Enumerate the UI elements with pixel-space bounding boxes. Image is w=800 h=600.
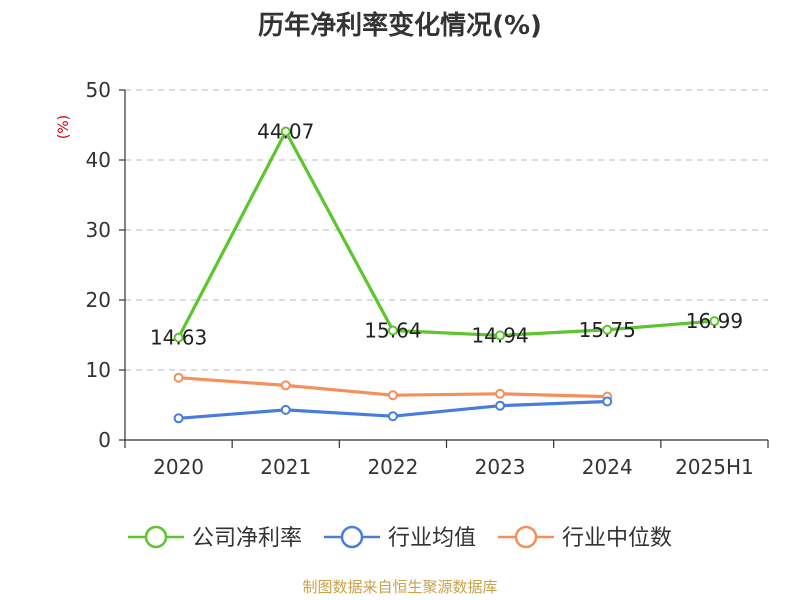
- series-line: [176, 129, 717, 340]
- legend: 公司净利率 行业均值 行业中位数: [128, 525, 672, 551]
- y-axis-label: (%): [56, 115, 72, 139]
- data-point: [280, 126, 291, 137]
- x-tick-label: 2024: [582, 455, 633, 479]
- legend-label: 公司净利率: [192, 526, 302, 551]
- data-label: 16.99: [686, 309, 743, 333]
- data-label: 15.75: [579, 318, 636, 342]
- y-tick-label: 40: [86, 148, 111, 172]
- x-tick-label: 2021: [260, 455, 311, 479]
- legend-label: 行业均值: [388, 526, 476, 551]
- legend-swatch-marker: [514, 525, 538, 549]
- source-note: 制图数据来自恒生聚源数据库: [302, 578, 497, 596]
- data-point: [387, 411, 398, 422]
- y-tick-label: 0: [98, 428, 111, 452]
- data-point: [173, 413, 184, 424]
- data-label: 44.07: [257, 120, 314, 144]
- x-tick-label: 2020: [153, 455, 204, 479]
- axes: 0 10 20 30 40 50 2020 2021 2022 2023 2024 2025H1: [86, 78, 769, 479]
- data-point: [602, 396, 613, 407]
- data-point: [387, 325, 398, 336]
- data-point: [495, 330, 506, 341]
- data-point: [280, 380, 291, 391]
- data-point: [709, 316, 720, 327]
- chart-title: 历年净利率变化情况(%): [258, 10, 542, 41]
- data-label: 15.64: [364, 319, 421, 343]
- data-label: 14.63: [150, 326, 207, 350]
- data-point: [387, 390, 398, 401]
- legend-swatch-marker: [340, 525, 364, 549]
- legend-swatch-marker: [144, 525, 168, 549]
- y-tick-label: 20: [86, 288, 111, 312]
- data-point: [173, 372, 184, 383]
- x-tick-label: 2025H1: [675, 455, 754, 479]
- x-tick-label: 2022: [367, 455, 418, 479]
- data-point: [602, 324, 613, 335]
- series: [173, 126, 720, 424]
- x-tick-label: 2023: [475, 455, 526, 479]
- grid: [125, 89, 768, 371]
- data-point: [495, 388, 506, 399]
- y-tick-label: 30: [86, 218, 111, 242]
- data-label: 14.94: [471, 323, 528, 347]
- data-point: [280, 404, 291, 415]
- y-tick-label: 10: [86, 358, 111, 382]
- y-tick-label: 50: [86, 78, 111, 102]
- data-labels: 14.63 44.07 15.64 14.94 15.75 16.99: [150, 120, 743, 350]
- data-point: [173, 332, 184, 343]
- legend-label: 行业中位数: [562, 526, 672, 551]
- data-point: [495, 400, 506, 411]
